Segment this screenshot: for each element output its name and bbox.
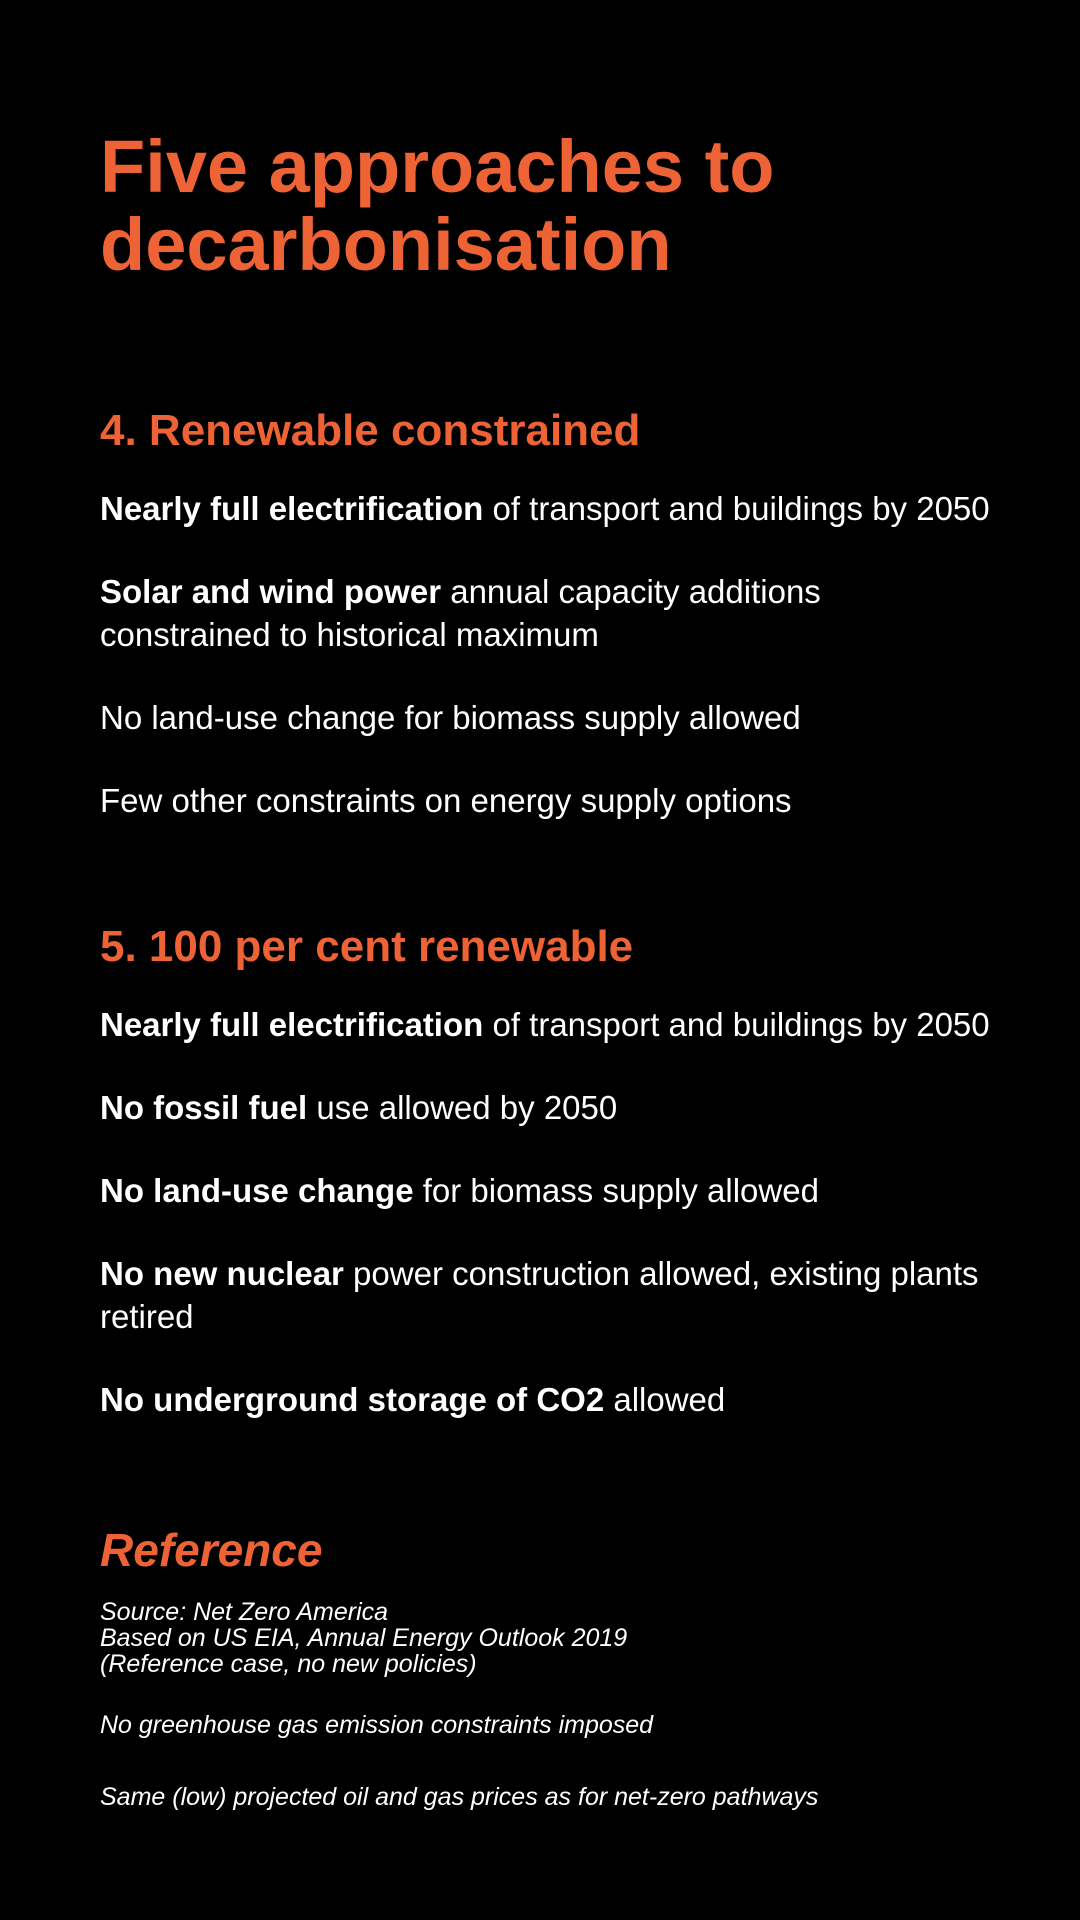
item-bold-text: No underground storage of CO2 (100, 1381, 605, 1418)
item-bold-text: No land-use change (100, 1172, 414, 1209)
list-item: Solar and wind power annual capacity add… (100, 570, 1000, 656)
item-text: Few other constraints on energy supply o… (100, 782, 792, 819)
list-item: No underground storage of CO2 allowed (100, 1378, 1000, 1421)
item-bold-text: No fossil fuel (100, 1089, 308, 1126)
list-item: Nearly full electrification of transport… (100, 487, 1000, 530)
section-heading: 5. 100 per cent renewable (100, 922, 634, 971)
list-item: Nearly full electrification of transport… (100, 1003, 1000, 1046)
item-text: of transport and buildings by 2050 (483, 490, 990, 527)
item-bold-text: Nearly full electrification (100, 490, 484, 527)
item-text: for biomass supply allowed (413, 1172, 819, 1209)
item-bold-text: Solar and wind power (100, 573, 442, 610)
item-bold-text: Nearly full electrification (100, 1006, 484, 1043)
list-item: No new nuclear power construction allowe… (100, 1252, 1000, 1338)
section-heading: 4. Renewable constrained (100, 406, 641, 455)
section-renewable-constrained: 4. Renewable constrained Nearly full ele… (100, 405, 1000, 862)
reference-item: Same (low) projected oil and gas prices … (100, 1783, 819, 1811)
reference-source: Source: Net Zero America Based on US EIA… (100, 1599, 1000, 1677)
list-item: Few other constraints on energy supply o… (100, 779, 1000, 822)
item-text: annual capacity additions constrained to… (100, 573, 821, 653)
list-item: No land-use change for biomass supply al… (100, 1169, 1000, 1212)
page-title: Five approaches to decarbonisation (100, 125, 775, 286)
list-item: No fossil fuel use allowed by 2050 (100, 1086, 1000, 1129)
item-text: use allowed by 2050 (307, 1089, 618, 1126)
item-text: of transport and buildings by 2050 (483, 1006, 990, 1043)
list-item: No land-use change for biomass supply al… (100, 696, 1000, 739)
source-line: Based on US EIA, Annual Energy Outlook 2… (100, 1624, 628, 1652)
source-line: Source: Net Zero America (100, 1598, 389, 1626)
item-text: allowed (604, 1381, 726, 1418)
section-reference: Reference Source: Net Zero America Based… (100, 1523, 1000, 1853)
item-bold-text: No new nuclear (100, 1255, 344, 1292)
item-text: power construction allowed, existing pla… (100, 1255, 979, 1335)
section-100-percent-renewable: 5. 100 per cent renewable Nearly full el… (100, 921, 1000, 1461)
reference-item: No greenhouse gas emission constraints i… (100, 1711, 654, 1739)
source-line: (Reference case, no new policies) (100, 1650, 477, 1678)
item-text: No land-use change for biomass supply al… (100, 699, 801, 736)
reference-heading: Reference (100, 1524, 323, 1576)
